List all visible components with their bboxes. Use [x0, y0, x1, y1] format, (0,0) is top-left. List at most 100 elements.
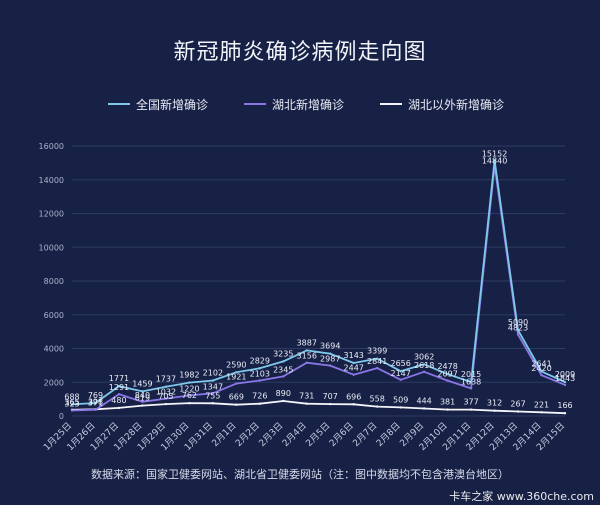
data-point: [188, 394, 191, 397]
y-tick-label: 12000: [39, 210, 64, 219]
data-label: 480: [111, 396, 126, 405]
data-point: [141, 404, 144, 407]
data-label: 2478: [437, 362, 457, 371]
data-point: [563, 383, 567, 387]
data-label: 688: [64, 392, 79, 401]
data-point: [375, 357, 379, 360]
data-point: [352, 361, 355, 365]
data-label: 221: [534, 400, 549, 409]
data-point: [235, 403, 238, 406]
data-point: [282, 399, 285, 403]
data-point: [329, 364, 332, 367]
y-tick-label: 2000: [44, 378, 64, 387]
data-label: 705: [158, 392, 173, 401]
data-point: [258, 367, 262, 370]
data-point: [329, 352, 332, 355]
legend-item-outside-hubei: 湖北以外新增确诊: [380, 95, 504, 113]
data-point: [469, 380, 473, 384]
data-label: 2103: [250, 370, 270, 379]
data-label: 2987: [320, 355, 340, 364]
data-point: [164, 385, 168, 388]
x-tick-label: 2月3日: [257, 420, 286, 449]
data-label: 381: [440, 398, 455, 407]
data-point: [399, 406, 402, 409]
data-point: [305, 349, 308, 352]
data-label: 1843: [555, 374, 575, 383]
data-point: [117, 393, 121, 396]
data-point: [164, 397, 168, 400]
legend-swatch-hubei: [244, 103, 266, 105]
data-label: 2345: [273, 365, 293, 374]
data-point: [469, 408, 473, 411]
data-point: [70, 403, 74, 406]
data-point: [563, 380, 567, 384]
data-label: 2009: [555, 370, 575, 379]
data-point: [282, 375, 285, 378]
data-point: [235, 382, 238, 385]
data-point: [540, 370, 543, 373]
data-point: [164, 402, 168, 406]
data-label: 509: [393, 395, 408, 404]
data-label: 1982: [179, 371, 199, 380]
data-point: [493, 159, 496, 162]
data-label: 1737: [156, 375, 176, 384]
data-point: [516, 328, 520, 332]
data-point: [375, 405, 379, 408]
legend-item-hubei: 湖北新增确诊: [244, 95, 344, 113]
data-point: [305, 402, 308, 405]
data-label: 398: [88, 397, 103, 406]
data-label: 5090: [508, 318, 528, 327]
data-label: 2097: [437, 370, 457, 379]
data-point: [70, 409, 74, 412]
series-line: [71, 164, 566, 412]
data-label: 1459: [132, 379, 152, 388]
data-point: [399, 378, 402, 381]
data-label: 2147: [390, 369, 410, 378]
data-point: [117, 384, 121, 388]
data-point: [446, 372, 449, 376]
data-label: 762: [182, 391, 197, 400]
data-label: 3235: [273, 349, 293, 358]
data-label: 3143: [344, 351, 364, 360]
series-line: [71, 159, 566, 406]
data-label: 4823: [508, 324, 528, 333]
data-label: 14840: [482, 157, 507, 166]
chart-title: 新冠肺炎确诊病例走向图: [173, 40, 427, 65]
data-point: [141, 400, 144, 404]
data-point: [211, 402, 215, 405]
data-source-note: 数据来源：国家卫健委网站、湖北省卫健委网站（注：图中数据均不包含港澳台地区）: [91, 468, 509, 481]
data-point: [399, 369, 402, 373]
data-point: [469, 387, 473, 390]
legend-swatch-national: [108, 103, 130, 105]
data-label: 696: [346, 392, 361, 401]
data-point: [141, 390, 144, 393]
y-tick-label: 8000: [44, 277, 64, 286]
legend-swatch-outside-hubei: [380, 103, 402, 105]
data-label: 3399: [367, 347, 387, 356]
data-label: 3887: [297, 338, 317, 347]
data-label: 377: [463, 398, 478, 407]
data-point: [235, 371, 238, 374]
y-tick-label: 6000: [44, 311, 64, 320]
y-tick-label: 10000: [39, 243, 64, 252]
data-label: 2656: [390, 359, 410, 368]
data-label: 365: [64, 398, 79, 407]
data-point: [422, 407, 426, 410]
data-point: [94, 408, 97, 411]
data-label: 371: [88, 399, 103, 408]
data-point: [211, 379, 215, 382]
data-label: 2829: [250, 356, 270, 365]
data-point: [375, 366, 379, 370]
watermark: 卡车之家 www.360che.com: [449, 490, 594, 503]
data-point: [540, 411, 543, 414]
legend-item-national: 全国新增确诊: [108, 95, 208, 113]
data-point: [422, 363, 426, 366]
data-label: 890: [276, 389, 291, 398]
data-point: [305, 361, 308, 364]
data-label: 1771: [109, 374, 129, 383]
data-point: [282, 360, 285, 363]
data-point: [516, 410, 520, 413]
data-label: 166: [557, 401, 572, 410]
